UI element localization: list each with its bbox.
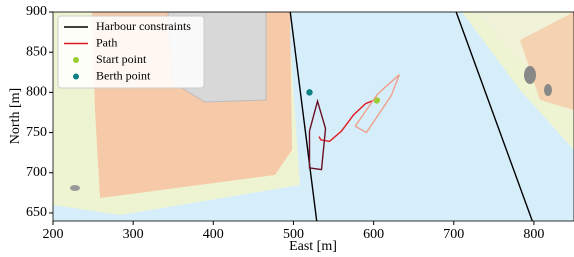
legend-marker [73,74,79,80]
x-tick-label: 300 [123,227,144,242]
legend-label: Berth point [96,68,151,82]
legend-label: Start point [96,52,147,66]
y-tick-label: 650 [26,205,47,220]
legend: Harbour constraints Path Start point Berth … [58,16,204,88]
y-axis-label: North [m] [8,88,23,144]
x-tick-label: 700 [443,227,464,242]
x-tick-label: 200 [43,227,64,242]
y-tick-label: 750 [26,125,47,140]
y-tick-label: 700 [26,165,47,180]
chart: East [m] North [m] 200300400500600700800… [0,0,574,257]
x-tick-label: 600 [363,227,384,242]
point [306,89,312,95]
x-tick-label: 800 [523,227,544,242]
x-tick-label: 500 [283,227,304,242]
y-tick-label: 850 [26,44,47,59]
legend-label: Harbour constraints [96,19,191,33]
legend-marker [73,57,79,63]
legend-label: Path [96,35,117,49]
y-tick-label: 900 [26,4,47,19]
x-tick-label: 400 [203,227,224,242]
y-tick-label: 800 [26,85,47,100]
